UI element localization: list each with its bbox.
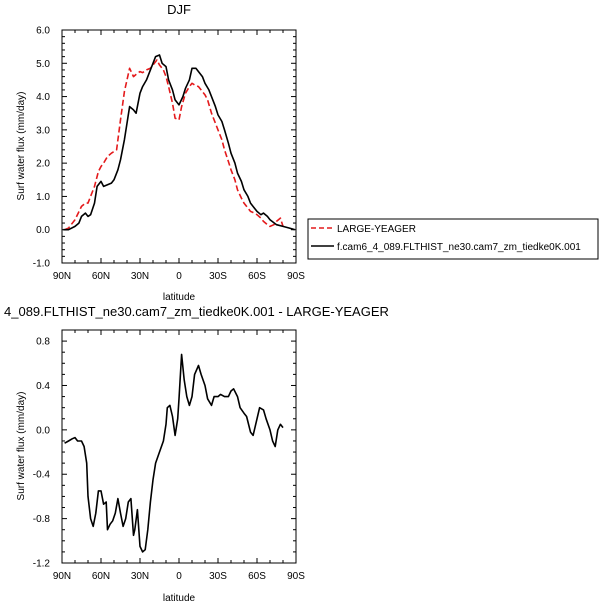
legend-label-cam: f.cam6_4_089.FLTHIST_ne30.cam7_zm_tiedke… <box>337 242 581 253</box>
panel-top-y-ticks: -1.0 0.0 1.0 2.0 3.0 4.0 5.0 6.0 <box>33 26 296 270</box>
panel-top-x-tick-label: 0 <box>176 271 182 282</box>
panel-top-x-tick-label: 60N <box>92 271 110 282</box>
panel-bottom-y-tick-label: 0.0 <box>36 425 50 436</box>
panel-top-y-tick-label: -1.0 <box>33 259 51 270</box>
panel-bottom-x-tick-label: 60S <box>248 571 266 582</box>
panel-bottom-x-tick-label: 90S <box>287 571 305 582</box>
panel-bottom-x-tick-label: 30N <box>131 571 149 582</box>
panel-top-title: DJF <box>167 2 191 17</box>
panel-bottom-x-tick-label: 60N <box>92 571 110 582</box>
legend: LARGE-YEAGER f.cam6_4_089.FLTHIST_ne30.c… <box>307 218 599 260</box>
panel-top-y-tick-label: 4.0 <box>36 92 50 103</box>
panel-top-y-tick-label: 6.0 <box>36 26 50 37</box>
panel-bottom-xlabel: latitude <box>163 593 196 604</box>
panel-top-y-tick-label: 5.0 <box>36 59 50 70</box>
panel-top-y-tick-label: 1.0 <box>36 192 50 203</box>
panel-bottom-x-tick-label: 90N <box>53 571 71 582</box>
panel-bottom-y-tick-label: -1.2 <box>33 559 51 570</box>
panel-bottom-y-tick-label: 0.8 <box>36 337 50 348</box>
panel-top-series-line-0 <box>64 59 284 231</box>
panel-top-y-tick-label: 0.0 <box>36 225 50 236</box>
panel-top-y-tick-label: 2.0 <box>36 159 50 170</box>
panel-bottom-frame <box>61 329 297 564</box>
panel-top-x-tick-label: 90S <box>287 271 305 282</box>
panel-top-xlabel: latitude <box>163 292 196 303</box>
legend-label-large-yeager: LARGE-YEAGER <box>337 224 416 235</box>
legend-box <box>307 218 599 260</box>
panel-bottom-y-tick-label: -0.8 <box>33 514 51 525</box>
panel-top-frame <box>61 29 297 264</box>
panel-top-x-tick-label: 30N <box>131 271 149 282</box>
panel-top-ylabel: Surf water flux (mm/day) <box>16 92 27 201</box>
panel-bottom-x-tick-label: 0 <box>176 571 182 582</box>
panel-bottom-x-ticks: 90N 60N 30N 0 30S 60S 90S <box>53 330 305 582</box>
panel-bottom-title: 4_089.FLTHIST_ne30.cam7_zm_tiedke0K.001 … <box>4 304 389 319</box>
panel-bottom-y-tick-label: 0.4 <box>36 381 50 392</box>
panel-top-x-tick-label: 30S <box>209 271 227 282</box>
panel-bottom-series <box>64 353 284 553</box>
panel-top: DJF 90N 60N 30N 0 30S 60S 90S -1.0 0.0 1.0 2.0 3.0… <box>16 2 305 303</box>
panel-bottom: 4_089.FLTHIST_ne30.cam7_zm_tiedke0K.001 … <box>4 304 389 604</box>
panel-bottom-y-ticks: -1.2 -0.8 -0.4 0.0 0.4 0.8 <box>33 337 296 570</box>
panel-bottom-series-line-0 <box>64 353 284 553</box>
panel-top-x-tick-label: 90N <box>53 271 71 282</box>
panel-bottom-y-tick-label: -0.4 <box>33 470 51 481</box>
panel-bottom-ylabel: Surf water flux (mm/day) <box>16 392 27 501</box>
panel-top-series-line-1 <box>63 54 295 231</box>
panel-top-y-tick-label: 3.0 <box>36 125 50 136</box>
panel-top-x-tick-label: 60S <box>248 271 266 282</box>
panel-top-x-ticks: 90N 60N 30N 0 30S 60S 90S <box>53 30 305 282</box>
panel-top-series <box>63 54 295 231</box>
panel-bottom-x-tick-label: 30S <box>209 571 227 582</box>
